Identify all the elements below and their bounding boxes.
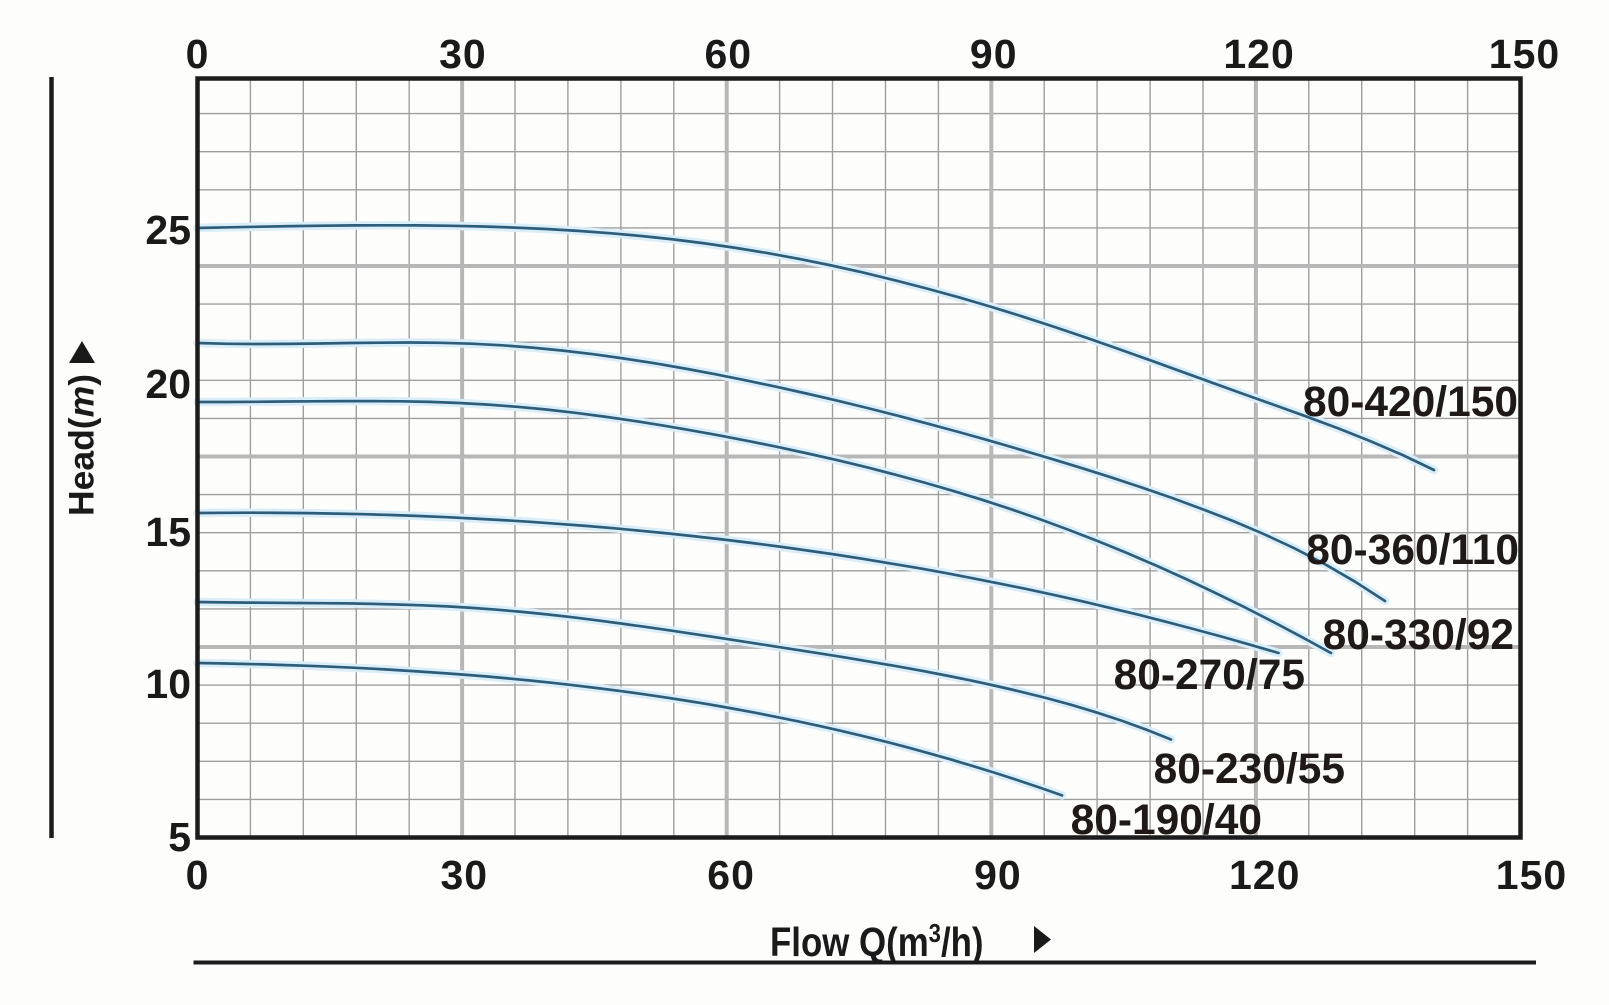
svg-text:80-330/92: 80-330/92 bbox=[1323, 612, 1514, 659]
svg-text:150: 150 bbox=[1496, 852, 1567, 898]
svg-text:10: 10 bbox=[145, 661, 191, 707]
svg-text:120: 120 bbox=[1223, 31, 1294, 77]
svg-text:15: 15 bbox=[145, 509, 191, 555]
svg-text:25: 25 bbox=[145, 207, 191, 253]
svg-text:80-420/150: 80-420/150 bbox=[1303, 379, 1518, 426]
svg-text:0: 0 bbox=[186, 31, 210, 77]
svg-text:20: 20 bbox=[145, 361, 191, 407]
svg-text:Head(m): Head(m) bbox=[62, 374, 102, 516]
svg-text:Flow Q(m3/h): Flow Q(m3/h) bbox=[770, 919, 984, 965]
svg-text:5: 5 bbox=[168, 814, 191, 860]
svg-text:80-270/75: 80-270/75 bbox=[1114, 652, 1305, 699]
svg-text:120: 120 bbox=[1229, 852, 1300, 898]
svg-text:90: 90 bbox=[970, 31, 1018, 77]
svg-text:150: 150 bbox=[1489, 31, 1560, 77]
svg-text:30: 30 bbox=[439, 31, 487, 77]
svg-text:80-190/40: 80-190/40 bbox=[1071, 797, 1262, 844]
svg-text:60: 60 bbox=[707, 852, 755, 898]
svg-text:80-360/110: 80-360/110 bbox=[1306, 527, 1519, 574]
svg-text:0: 0 bbox=[186, 852, 210, 898]
svg-text:80-230/55: 80-230/55 bbox=[1154, 746, 1345, 793]
svg-text:90: 90 bbox=[974, 852, 1022, 898]
svg-text:60: 60 bbox=[704, 31, 752, 77]
svg-text:30: 30 bbox=[440, 852, 488, 898]
